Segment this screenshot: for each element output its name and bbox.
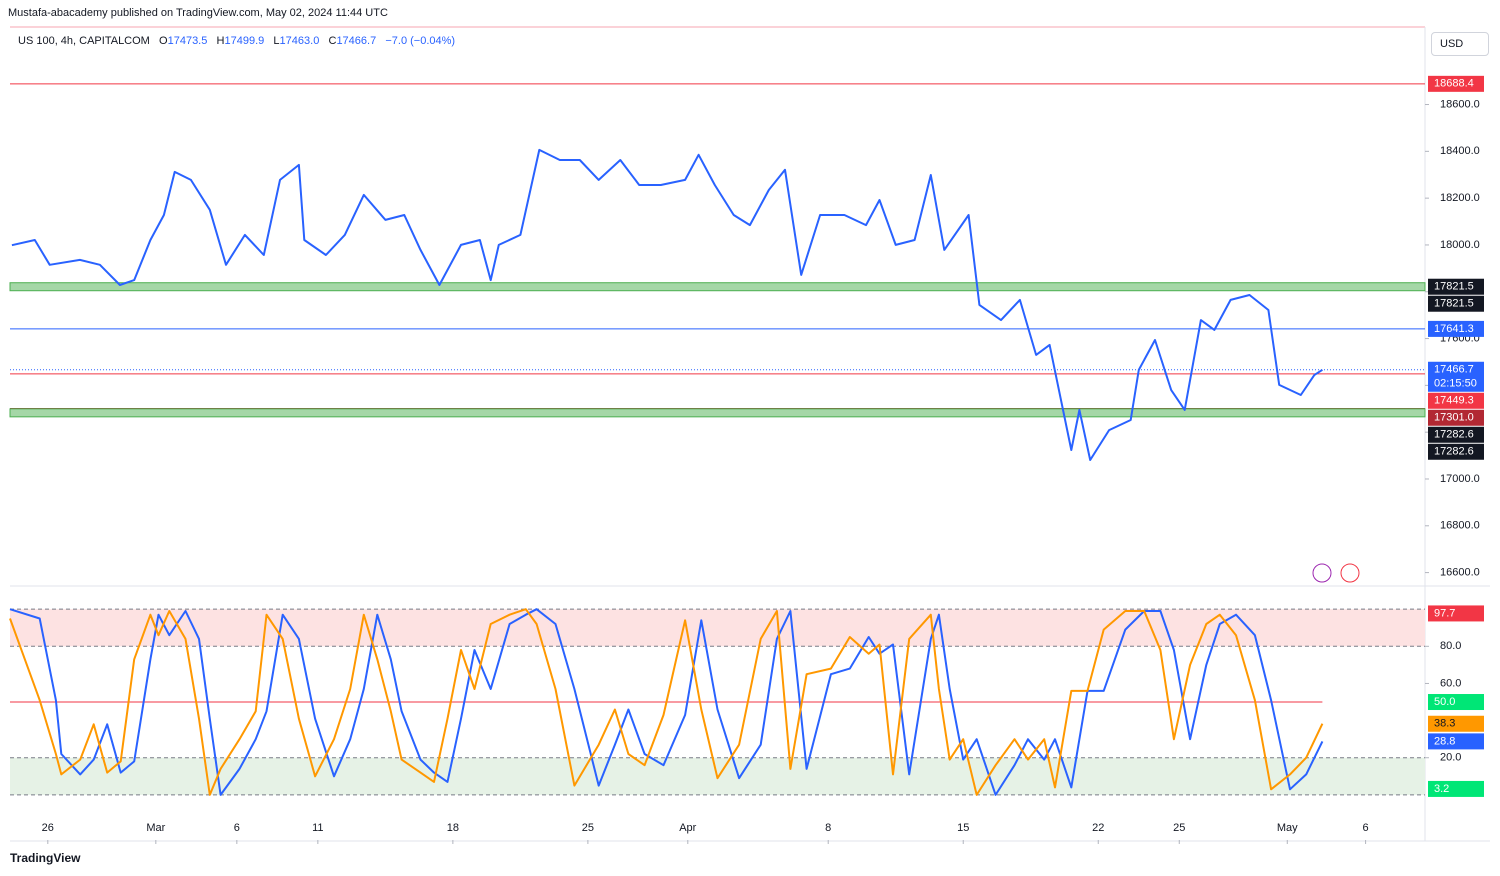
quote-line: US 100, 4h, CAPITALCOM O17473.5 H17499.9… bbox=[18, 35, 455, 47]
level-label: 17466.7 bbox=[1434, 364, 1474, 376]
close-label: C bbox=[328, 35, 337, 47]
publisher: Mustafa-abacademy published on TradingVi… bbox=[8, 7, 388, 19]
y-tick-label: 18200.0 bbox=[1440, 192, 1480, 204]
x-tick-label: 15 bbox=[957, 822, 969, 834]
flag-icon[interactable] bbox=[1340, 563, 1360, 583]
x-tick-label: 25 bbox=[1173, 822, 1185, 834]
level-label-bg bbox=[1428, 409, 1484, 426]
open: 17473.5 bbox=[167, 35, 208, 47]
change: −7.0 (−0.04%) bbox=[385, 35, 456, 47]
level-label: 17449.3 bbox=[1434, 395, 1474, 407]
level-label: 17282.6 bbox=[1434, 429, 1474, 441]
zone-band bbox=[9, 408, 1426, 418]
low-label: L bbox=[273, 35, 280, 47]
level-label: 17282.6 bbox=[1434, 446, 1474, 458]
level-label: 17821.5 bbox=[1434, 281, 1474, 293]
x-tick-label: 11 bbox=[312, 822, 323, 834]
level-label-bg bbox=[1428, 295, 1484, 312]
series-line bbox=[9, 608, 1324, 796]
level-label-bg bbox=[1428, 361, 1484, 392]
level-label-bg bbox=[1428, 694, 1484, 711]
level-label-bg bbox=[1428, 75, 1484, 92]
x-tick-label: 6 bbox=[1363, 822, 1369, 834]
level-label-bg bbox=[1428, 605, 1484, 622]
level-label-bg bbox=[1428, 392, 1484, 409]
y-tick-label: 60.0 bbox=[1440, 677, 1461, 689]
level-label: 28.8 bbox=[1434, 735, 1455, 747]
x-tick-label: Apr bbox=[679, 822, 696, 834]
zone-band bbox=[10, 609, 1425, 647]
level-label-bg bbox=[1428, 278, 1484, 295]
level-label: 17821.5 bbox=[1434, 298, 1474, 310]
level-label: 3.2 bbox=[1434, 783, 1449, 795]
chart: 16600.016800.017000.017200.017400.017600… bbox=[9, 26, 1490, 844]
zone-band bbox=[9, 282, 1426, 292]
series-line bbox=[11, 148, 1323, 461]
level-label: 17641.3 bbox=[1434, 323, 1474, 335]
x-tick-label: 22 bbox=[1092, 822, 1104, 834]
event-icon[interactable] bbox=[1312, 563, 1332, 583]
symbol: US 100, 4h, CAPITALCOM bbox=[18, 35, 150, 47]
countdown: 02:15:50 bbox=[1434, 378, 1477, 390]
high-label: H bbox=[216, 35, 225, 47]
close: 17466.7 bbox=[336, 35, 377, 47]
level-label-bg bbox=[1428, 426, 1484, 443]
low: 17463.0 bbox=[279, 35, 320, 47]
series-line bbox=[9, 608, 1324, 796]
brand: TradingView bbox=[10, 851, 81, 865]
level-label: 18688.4 bbox=[1434, 78, 1474, 90]
open-label: O bbox=[159, 35, 168, 47]
y-tick-label: 16800.0 bbox=[1440, 520, 1480, 532]
level-label: 97.7 bbox=[1434, 607, 1455, 619]
y-tick-label: 17000.0 bbox=[1440, 473, 1480, 485]
x-tick-label: 18 bbox=[447, 822, 459, 834]
x-tick-label: 6 bbox=[234, 822, 240, 834]
y-tick-label: 16600.0 bbox=[1440, 567, 1480, 579]
level-label-bg bbox=[1428, 780, 1484, 797]
x-tick-label: 26 bbox=[42, 822, 54, 834]
level-label-bg bbox=[1428, 715, 1484, 732]
x-tick-label: Mar bbox=[146, 822, 165, 834]
y-tick-label: 18000.0 bbox=[1440, 239, 1480, 251]
y-tick-label: 80.0 bbox=[1440, 640, 1461, 652]
level-label: 17301.0 bbox=[1434, 412, 1474, 424]
level-label-bg bbox=[1428, 320, 1484, 337]
level-label-bg bbox=[1428, 733, 1484, 750]
y-tick-label: 20.0 bbox=[1440, 752, 1461, 764]
level-label: 38.3 bbox=[1434, 718, 1455, 730]
y-tick-label: 18400.0 bbox=[1440, 145, 1480, 157]
x-tick-label: May bbox=[1277, 822, 1298, 834]
level-label-bg bbox=[1428, 443, 1484, 460]
x-tick-label: 8 bbox=[825, 822, 831, 834]
currency-button[interactable]: USD bbox=[1431, 32, 1489, 56]
high: 17499.9 bbox=[224, 35, 265, 47]
x-tick-label: 25 bbox=[582, 822, 594, 834]
level-label: 50.0 bbox=[1434, 696, 1455, 708]
y-tick-label: 18600.0 bbox=[1440, 98, 1480, 110]
